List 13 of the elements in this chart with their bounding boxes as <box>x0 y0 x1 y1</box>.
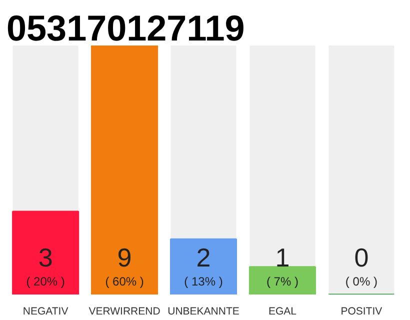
chart-title: 053170127119 <box>6 8 245 48</box>
x-tick-label: VERWIRREND <box>88 306 161 318</box>
data-label: 9 ( 60% ) <box>105 242 144 288</box>
x-tick-label: EGAL <box>268 306 297 318</box>
x-tick-label: UNBEKANNTE <box>168 306 240 318</box>
data-label: 1 ( 7% ) <box>266 242 298 288</box>
x-tick-label: NEGATIV <box>22 306 68 318</box>
x-tick-label: POSITIV <box>340 306 382 318</box>
data-label: 0 ( 0% ) <box>345 242 378 288</box>
bar <box>248 266 316 294</box>
bar <box>170 238 238 294</box>
data-label: 3 ( 20% ) <box>26 242 65 288</box>
data-label: 2 ( 13% ) <box>184 242 223 288</box>
